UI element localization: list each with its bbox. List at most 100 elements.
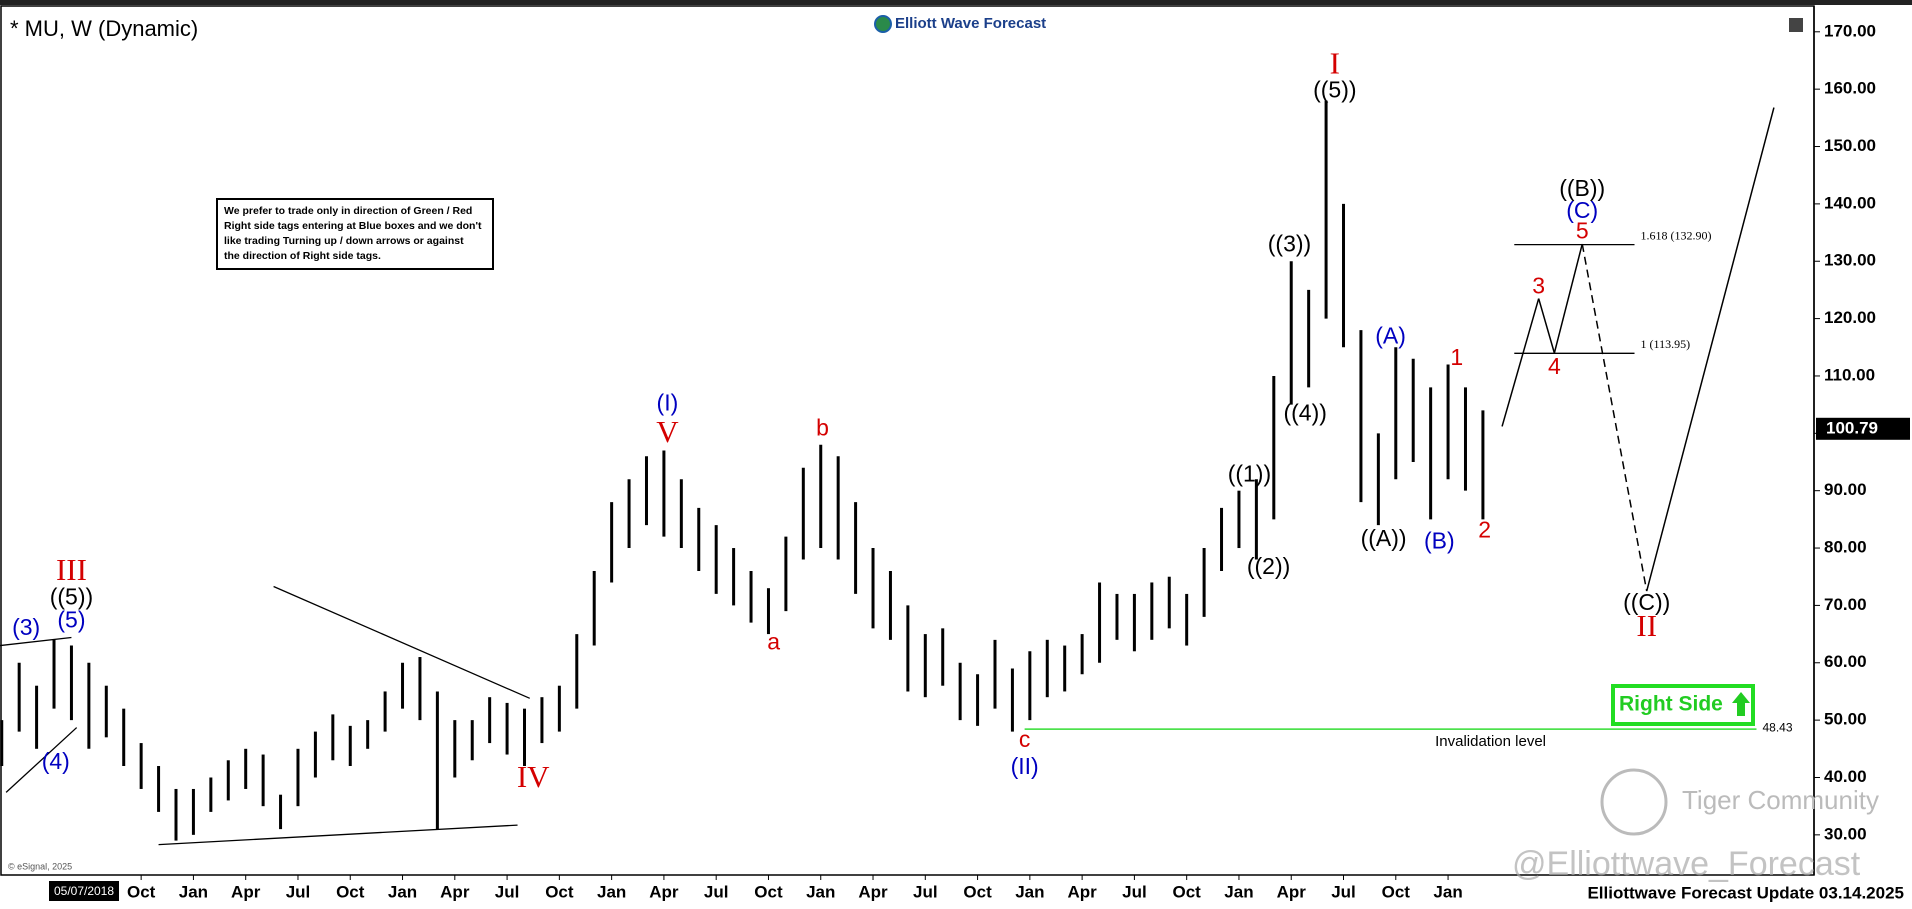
wave-label: (B) xyxy=(1424,527,1455,553)
wave-label: ((4)) xyxy=(1283,399,1326,425)
wave-label: ((3)) xyxy=(1268,230,1311,256)
wave-label: 5 xyxy=(1576,218,1589,244)
wave-label: IV xyxy=(517,759,550,794)
logo-text: Elliott Wave Forecast xyxy=(895,15,1046,32)
x-tick-label: Oct xyxy=(127,882,156,901)
wave-label: ((5)) xyxy=(50,584,93,610)
right-side-box xyxy=(1611,684,1755,726)
up-arrow-icon xyxy=(1732,692,1750,716)
y-tick-label: 80.00 xyxy=(1824,538,1867,557)
y-tick-label: 40.00 xyxy=(1824,767,1867,786)
x-tick-label: Oct xyxy=(1382,882,1411,901)
y-tick-label: 50.00 xyxy=(1824,710,1867,729)
x-tick-label: Jul xyxy=(1331,882,1356,901)
wave-label: ((5)) xyxy=(1313,77,1356,103)
x-tick-label: Apr xyxy=(649,882,679,901)
wave-label: 4 xyxy=(1548,353,1561,379)
x-tick-label: Jan xyxy=(806,882,835,901)
wave-label: (A) xyxy=(1375,323,1406,349)
projection-segment xyxy=(1645,107,1775,592)
x-tick-label: Jan xyxy=(1015,882,1044,901)
chart-title: * MU, W (Dynamic) xyxy=(10,16,198,41)
wave-label: 2 xyxy=(1478,516,1491,542)
wave-label: (C) xyxy=(1566,197,1598,223)
x-tick-label: Jan xyxy=(1433,882,1462,901)
x-tick-label: Jul xyxy=(495,882,520,901)
note-line: the direction of Right side tags. xyxy=(224,250,381,262)
fib-label: 1.618 (132.90) xyxy=(1641,228,1712,242)
date-box-text: 05/07/2018 xyxy=(54,884,114,898)
wave-label: a xyxy=(767,628,780,654)
x-tick-label: Oct xyxy=(1173,882,1202,901)
footer: Elliottwave Forecast Update 03.14.2025 xyxy=(1587,883,1904,902)
community-logo xyxy=(1600,768,1668,836)
trendline xyxy=(0,636,72,647)
x-tick-label: Jan xyxy=(179,882,208,901)
x-tick-label: Oct xyxy=(963,882,992,901)
projection-segment xyxy=(1501,298,1540,427)
projection-segment xyxy=(1581,243,1648,592)
invalidation-value: 48.43 xyxy=(1762,720,1792,734)
trendline xyxy=(273,585,530,699)
x-tick-label: Oct xyxy=(336,882,365,901)
y-tick-label: 130.00 xyxy=(1824,251,1876,270)
date-box xyxy=(49,881,119,901)
x-tick-label: Jul xyxy=(913,882,938,901)
source: © eSignal, 2025 xyxy=(8,861,72,871)
trendline xyxy=(158,824,518,846)
x-tick-label: Apr xyxy=(1277,882,1307,901)
x-tick-label: Apr xyxy=(1067,882,1097,901)
top-bar xyxy=(0,0,1912,5)
wave-label: (3) xyxy=(12,614,40,640)
note-line: Right side tags entering at Blue boxes a… xyxy=(224,220,482,232)
y-tick-label: 60.00 xyxy=(1824,652,1867,671)
y-tick-label: 150.00 xyxy=(1824,136,1876,155)
x-tick-label: Jan xyxy=(1224,882,1253,901)
wave-label: III xyxy=(56,552,87,587)
x-tick-label: Jul xyxy=(286,882,311,901)
logo-icon xyxy=(874,15,892,33)
wave-label: ((B)) xyxy=(1559,175,1605,201)
fib-label: 1 (113.95) xyxy=(1641,337,1691,351)
projection-segment xyxy=(1537,298,1556,354)
wave-label: ((C)) xyxy=(1623,589,1670,615)
y-tick-label: 70.00 xyxy=(1824,595,1867,614)
wave-label: (4) xyxy=(42,748,70,774)
x-tick-label: Apr xyxy=(440,882,470,901)
community-watermark: Tiger Community xyxy=(1682,785,1879,815)
x-tick-label: Jul xyxy=(704,882,729,901)
window-icon xyxy=(1789,18,1803,32)
wave-label: ((A)) xyxy=(1361,525,1407,551)
note-box xyxy=(216,198,494,270)
y-tick-label: 90.00 xyxy=(1824,480,1867,499)
wave-label: I xyxy=(1330,45,1340,80)
invalidation-text: Invalidation level xyxy=(1435,733,1546,750)
projection-segment xyxy=(1553,243,1583,354)
wave-label: c xyxy=(1019,726,1031,752)
wave-label: 1 xyxy=(1450,344,1463,370)
last-price-box xyxy=(1816,417,1910,440)
wave-label: V xyxy=(656,414,679,449)
note-line: We prefer to trade only in direction of … xyxy=(224,205,472,217)
x-tick-label: Jul xyxy=(1122,882,1147,901)
wave-label: (I) xyxy=(657,390,679,416)
wave-label: (II) xyxy=(1011,753,1039,779)
wave-label: b xyxy=(816,414,829,440)
x-tick-label: Oct xyxy=(545,882,574,901)
note-line: like trading Turning up / down arrows or… xyxy=(224,235,464,247)
y-tick-label: 160.00 xyxy=(1824,79,1876,98)
y-tick-label: 110.00 xyxy=(1824,365,1875,384)
last-price-label: 100.79 xyxy=(1826,418,1878,437)
x-tick-label: Jan xyxy=(597,882,626,901)
wave-label: II xyxy=(1636,608,1657,643)
x-tick-label: Jan xyxy=(388,882,417,901)
y-tick-label: 140.00 xyxy=(1824,193,1876,212)
wave-label: ((2)) xyxy=(1247,553,1290,579)
y-tick-label: 120.00 xyxy=(1824,308,1876,327)
wave-label: 3 xyxy=(1532,273,1545,299)
watermark: @Elliottwave_Forecast xyxy=(1512,845,1861,883)
right-side-text: Right Side xyxy=(1619,693,1723,716)
x-tick-label: Oct xyxy=(754,882,783,901)
